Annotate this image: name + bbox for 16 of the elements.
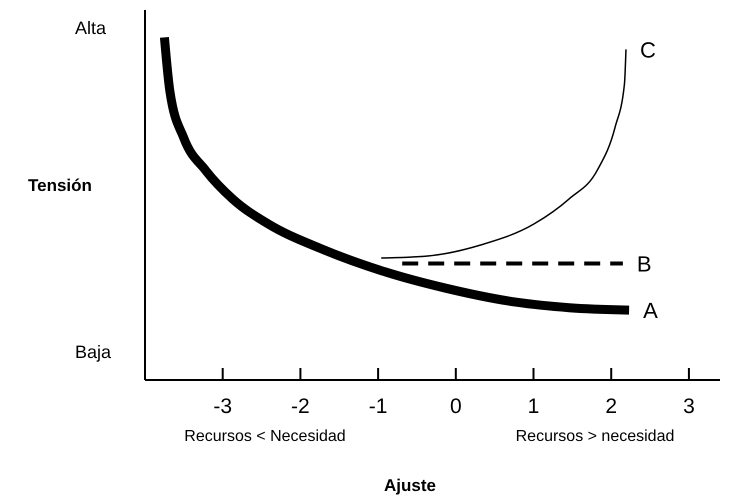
x-tick-label: 0 [450,395,462,418]
x-tick-label: 1 [528,395,540,418]
x-tick-label: 2 [605,395,618,418]
text: Baja [75,342,112,363]
series-label: C [640,37,656,62]
text: Recursos < Necesidad [183,428,347,446]
x-tick-label: -1 [368,395,388,418]
series-label: A [643,298,658,324]
text: Alta [75,18,108,39]
text: Recursos > necesidad [514,428,676,446]
x-tick-label: -3 [213,395,232,418]
y-axis-title: Tensión [28,176,92,196]
x-tick-label: -2 [291,395,310,418]
x-axis-title: Ajuste [383,476,437,496]
x-tick-label: 3 [683,395,695,418]
series-label: B [636,252,652,277]
